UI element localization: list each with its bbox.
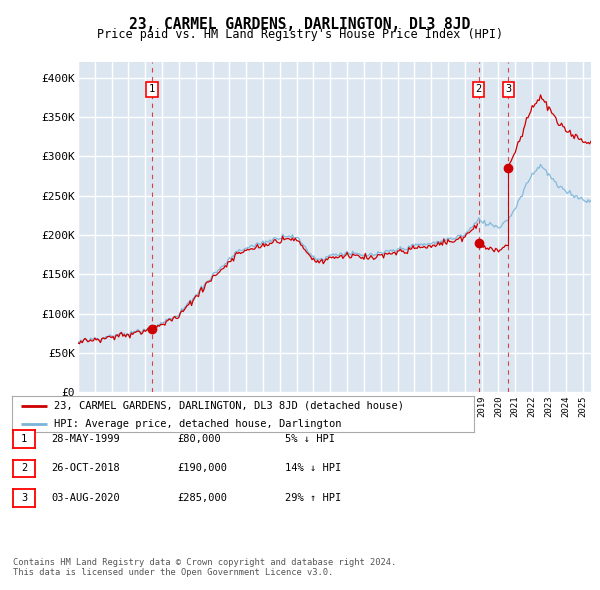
Text: 2: 2	[476, 84, 482, 94]
Text: 03-AUG-2020: 03-AUG-2020	[51, 493, 120, 503]
Text: Contains HM Land Registry data © Crown copyright and database right 2024.
This d: Contains HM Land Registry data © Crown c…	[13, 558, 397, 577]
Text: 3: 3	[21, 493, 27, 503]
Text: £80,000: £80,000	[177, 434, 221, 444]
Text: 14% ↓ HPI: 14% ↓ HPI	[285, 464, 341, 473]
Text: 26-OCT-2018: 26-OCT-2018	[51, 464, 120, 473]
Text: 1: 1	[149, 84, 155, 94]
Text: 23, CARMEL GARDENS, DARLINGTON, DL3 8JD (detached house): 23, CARMEL GARDENS, DARLINGTON, DL3 8JD …	[53, 401, 404, 411]
Text: 28-MAY-1999: 28-MAY-1999	[51, 434, 120, 444]
Text: 29% ↑ HPI: 29% ↑ HPI	[285, 493, 341, 503]
Text: HPI: Average price, detached house, Darlington: HPI: Average price, detached house, Darl…	[53, 419, 341, 429]
Text: 23, CARMEL GARDENS, DARLINGTON, DL3 8JD: 23, CARMEL GARDENS, DARLINGTON, DL3 8JD	[130, 17, 470, 31]
Text: Price paid vs. HM Land Registry's House Price Index (HPI): Price paid vs. HM Land Registry's House …	[97, 28, 503, 41]
Text: 3: 3	[505, 84, 512, 94]
Text: £190,000: £190,000	[177, 464, 227, 473]
Text: £285,000: £285,000	[177, 493, 227, 503]
Text: 1: 1	[21, 434, 27, 444]
Text: 5% ↓ HPI: 5% ↓ HPI	[285, 434, 335, 444]
Text: 2: 2	[21, 464, 27, 473]
